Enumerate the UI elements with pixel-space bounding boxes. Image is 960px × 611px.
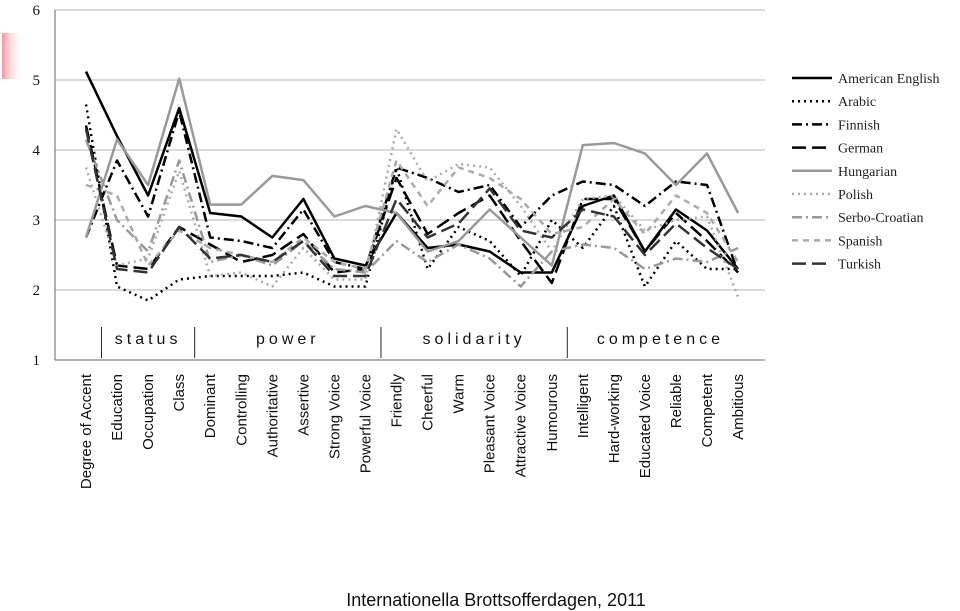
x-tick-label: Competent [699, 373, 716, 447]
x-tick-label: Authoritative [264, 374, 281, 457]
y-tick-label: 5 [33, 73, 41, 89]
x-tick-label: Humourous [544, 374, 561, 452]
x-tick-label: Educated Voice [637, 374, 654, 478]
y-tick-label: 3 [33, 213, 41, 229]
legend-label: German [838, 142, 883, 157]
y-axis: 1 2 3 4 5 6 [33, 3, 41, 369]
series-line-polish [84, 127, 740, 298]
series-line-serbo-croatian [84, 139, 739, 288]
y-tick-label: 2 [33, 283, 41, 299]
x-tick-label: Dominant [202, 373, 219, 438]
x-tick-label: Strong Voice [326, 374, 343, 459]
legend: American English Arabic Finnish German Hunga… [792, 72, 939, 273]
group-label-status: status [115, 331, 182, 348]
legend-label: Turkish [838, 258, 881, 273]
x-tick-label: Occupation [140, 374, 157, 450]
y-tick-label: 6 [33, 3, 41, 19]
series-line-hungarian [84, 77, 740, 267]
x-tick-label: Cheerful [420, 374, 437, 431]
x-tick-label: Hard-working [606, 374, 623, 463]
series-line-finnish [84, 110, 740, 273]
x-tick-label: Pleasant Voice [482, 374, 499, 473]
category-groups: status power solidarity competence [101, 327, 724, 358]
x-tick-label: Friendly [389, 374, 406, 428]
x-tick-label: Class [171, 374, 188, 412]
legend-label: Spanish [838, 234, 882, 249]
x-tick-label: Intelligent [575, 373, 592, 438]
x-tick-label: Powerful Voice [357, 374, 374, 473]
legend-label: American English [838, 72, 939, 87]
x-tick-label: Warm [451, 374, 468, 413]
legend-label: Polish [838, 188, 873, 203]
series-line-german [84, 125, 739, 285]
series-lines [84, 71, 740, 302]
y-tick-label: 1 [33, 353, 41, 369]
group-label-power: power [256, 331, 320, 348]
gridlines [54, 9, 765, 361]
x-tick-label: Controlling [233, 374, 250, 446]
y-tick-label: 4 [33, 143, 41, 159]
legend-label: Serbo-Croatian [838, 211, 924, 226]
group-label-competence: competence [597, 331, 724, 348]
x-tick-label: Assertive [295, 374, 312, 436]
legend-label: Hungarian [838, 165, 897, 180]
legend-label: Arabic [838, 95, 876, 110]
x-tick-label: Reliable [668, 374, 685, 428]
series-line-arabic [84, 104, 739, 302]
x-axis-labels: Degree of Accent Education Occupation Class… [78, 373, 747, 489]
legend-label: Finnish [838, 118, 880, 133]
series-line-spanish [85, 159, 740, 271]
footer-caption: Internationella Brottsofferdagen, 2011 [346, 590, 646, 610]
group-label-solidarity: solidarity [423, 331, 526, 348]
x-tick-label: Ambitious [730, 374, 747, 440]
x-tick-label: Degree of Accent [78, 373, 95, 489]
x-tick-label: Education [109, 374, 126, 441]
series-line-turkish [84, 128, 739, 278]
x-tick-label: Attractive Voice [513, 374, 530, 477]
decorative-tab [2, 33, 24, 79]
